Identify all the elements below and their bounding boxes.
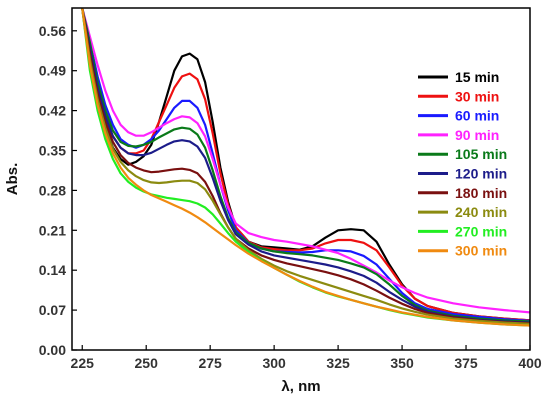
y-tick-label: 0.00: [39, 342, 66, 358]
legend-label: 30 min: [455, 88, 499, 104]
legend-label: 105 min: [455, 146, 507, 162]
x-tick-label: 275: [198, 355, 222, 371]
x-tick-label: 350: [390, 355, 414, 371]
y-tick-label: 0.14: [39, 262, 66, 278]
x-tick-label: 400: [518, 355, 542, 371]
x-tick-label: 375: [454, 355, 478, 371]
y-axis-label: Abs.: [4, 163, 21, 196]
legend-label: 15 min: [455, 69, 499, 85]
y-tick-label: 0.07: [39, 302, 66, 318]
series-line-90-min: [81, 8, 530, 314]
series-line-120-min: [81, 8, 530, 324]
series-layer: [81, 8, 530, 327]
legend-label: 90 min: [455, 127, 499, 143]
y-tick-label: 0.21: [39, 222, 66, 238]
x-tick-label: 225: [71, 355, 95, 371]
series-line-300-min: [81, 8, 530, 327]
legend-label: 180 min: [455, 185, 507, 201]
plot-frame: [71, 7, 531, 351]
y-tick-label: 0.35: [39, 143, 66, 159]
y-tick-label: 0.49: [39, 63, 66, 79]
x-tick-label: 300: [262, 355, 286, 371]
y-tick-label: 0.56: [39, 23, 66, 39]
y-tick-label: 0.28: [39, 182, 66, 198]
legend-label: 270 min: [455, 223, 507, 239]
x-axis-label: λ, nm: [281, 378, 320, 395]
x-tick-label: 325: [326, 355, 350, 371]
legend-label: 240 min: [455, 204, 507, 220]
y-tick-label: 0.42: [39, 103, 66, 119]
legend-label: 60 min: [455, 108, 499, 124]
series-line-240-min: [81, 8, 530, 325]
legend-label: 120 min: [455, 166, 507, 182]
x-tick-label: 250: [135, 355, 159, 371]
legend-label: 300 min: [455, 243, 507, 259]
legend: 15 min 30 min 60 min 90 min 105 min 120 min 18…: [418, 69, 507, 259]
axis-ticks: 225 250 275 300 325 350 375 400 0.00 0.07 0.14 0.21…: [39, 23, 542, 371]
